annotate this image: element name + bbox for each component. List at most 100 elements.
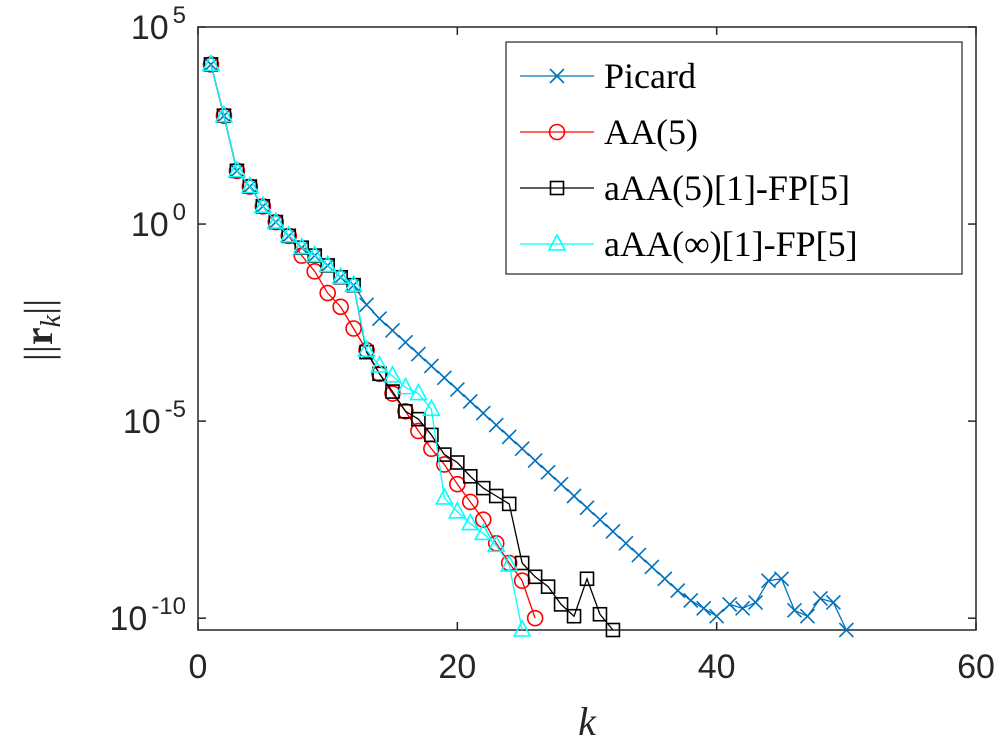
data-point: [553, 597, 569, 612]
data-point: [514, 555, 530, 571]
data-point: [473, 522, 493, 541]
data-point: [462, 393, 478, 409]
data-point: [696, 600, 712, 616]
data-point: [812, 590, 828, 607]
data-point: [748, 594, 764, 610]
data-point: [527, 569, 543, 585]
data-point: [605, 523, 621, 540]
legend-label: aAA(5)[1]-FP[5]: [604, 168, 850, 208]
y-tick-label: 10 5: [131, 2, 186, 47]
data-point: [526, 609, 544, 627]
legend-item: AA(5): [520, 112, 698, 152]
data-point: [411, 411, 426, 427]
data-point: [436, 370, 452, 386]
data-point: [549, 68, 565, 84]
legend-label: Picard: [604, 56, 696, 96]
data-point: [475, 405, 491, 421]
data-point: [499, 554, 519, 572]
data-point: [592, 512, 608, 528]
data-point: [838, 622, 854, 638]
data-point: [371, 311, 388, 327]
data-point: [227, 160, 247, 178]
data-point: [460, 512, 480, 531]
y-axis-label-text: ||rk||: [16, 299, 67, 361]
data-point: [331, 266, 350, 285]
data-point: [683, 592, 699, 609]
data-point: [513, 572, 531, 590]
data-point: [488, 417, 504, 433]
data-point: [670, 583, 686, 599]
data-point: [450, 455, 465, 470]
series-layer: [201, 53, 854, 638]
legend-item: aAA(∞)[1]-FP[5]: [520, 224, 858, 264]
legend-box: [505, 41, 963, 275]
y-axis-label: ||rk||: [16, 299, 67, 361]
x-tick-label: 20: [438, 648, 476, 686]
data-point: [435, 487, 454, 505]
series-line: [210, 64, 523, 631]
data-point: [398, 403, 413, 419]
data-point: [332, 298, 349, 316]
data-point: [618, 535, 634, 551]
data-point: [709, 608, 725, 624]
x-tick-label: 0: [189, 648, 208, 686]
data-point: [410, 346, 426, 362]
series-3: [201, 53, 532, 637]
data-point: [266, 211, 286, 229]
legend-item: aAA(5)[1]-FP[5]: [520, 168, 850, 208]
data-point: [383, 365, 402, 383]
data-point: [605, 622, 621, 638]
data-point: [631, 547, 647, 563]
data-point: [344, 274, 363, 292]
legend: Picard AA(5) aAA(5)[1]-FP[5] aAA(∞)[1]-FP[5…: [505, 41, 963, 275]
legend-label: aAA(∞)[1]-FP[5]: [604, 224, 858, 264]
y-tick-label: 10 -5: [123, 396, 186, 441]
data-point: [579, 571, 595, 587]
data-point: [345, 320, 362, 337]
data-point: [449, 475, 466, 493]
data-point: [409, 382, 428, 401]
data-point: [799, 608, 815, 624]
x-tick-label: 60: [957, 648, 995, 686]
data-point: [279, 225, 299, 243]
data-point: [423, 358, 439, 374]
data-point: [292, 237, 312, 255]
data-point: [760, 573, 777, 589]
data-point: [825, 594, 841, 610]
data-point: [462, 468, 478, 484]
data-point: [372, 366, 387, 382]
data-point: [566, 488, 582, 504]
data-point: [436, 456, 453, 473]
y-tick-label: 10 0: [131, 199, 186, 244]
data-point: [240, 175, 260, 194]
data-point: [370, 355, 389, 373]
data-point: [461, 493, 479, 511]
data-point: [786, 602, 803, 618]
data-point: [773, 571, 790, 587]
data-point: [448, 501, 467, 519]
data-point: [549, 180, 565, 196]
data-point: [449, 382, 465, 398]
x-axis-label: k: [578, 699, 597, 744]
data-point: [305, 244, 325, 263]
data-point: [501, 429, 517, 445]
data-point: [566, 608, 582, 624]
data-point: [592, 606, 608, 622]
data-point: [201, 53, 221, 72]
data-point: [397, 402, 414, 420]
data-point: [540, 464, 556, 480]
data-point: [722, 596, 738, 612]
data-point: [422, 398, 441, 417]
data-point: [357, 339, 376, 357]
data-point: [359, 297, 375, 313]
data-point: [424, 427, 439, 443]
data-point: [644, 559, 660, 575]
data-point: [474, 511, 492, 528]
data-point: [735, 600, 751, 616]
data-point: [547, 233, 567, 251]
data-point: [657, 571, 673, 587]
data-point: [488, 488, 504, 504]
data-point: [527, 452, 543, 469]
y-tick-label: 10 -10: [109, 593, 186, 638]
